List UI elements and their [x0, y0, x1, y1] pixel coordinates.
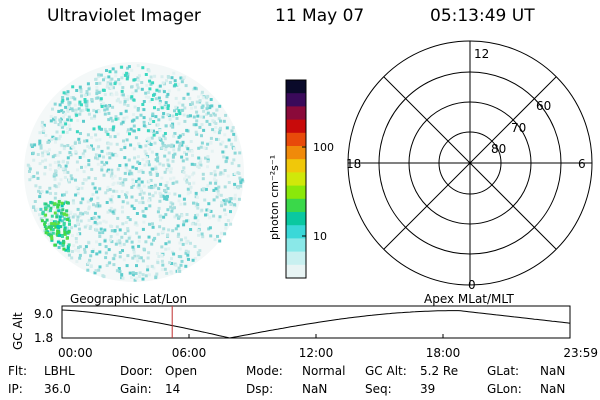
status-value: 36.0 — [44, 382, 71, 396]
colorbar-swatch — [286, 93, 306, 107]
timeline-yaxis-label: GC Alt — [11, 312, 25, 350]
status-value: NaN — [302, 382, 328, 396]
lat-label-60: 60 — [536, 99, 551, 113]
y-tick-1-8: 1.8 — [34, 331, 53, 345]
timeline-frame — [61, 305, 571, 339]
status-value: 39 — [420, 382, 436, 396]
date-label: 11 May 07 — [275, 6, 365, 26]
colorbar-swatch — [286, 146, 306, 160]
colorbar-swatch — [286, 80, 306, 94]
polar-axis-diag2 — [383, 76, 557, 250]
colorbar-label: photon cm⁻²s⁻¹ — [268, 155, 281, 240]
mlt-label-6: 6 — [578, 157, 586, 171]
status-label: GLon: — [487, 382, 522, 396]
x-tick-label: 23:59 — [563, 346, 598, 360]
lat-label-70: 70 — [511, 121, 526, 135]
colorbar-frame — [285, 79, 307, 279]
colorbar-tick-10: 10 — [313, 230, 327, 243]
colorbar-swatch — [286, 159, 306, 173]
x-tick-label: 18:00 — [426, 346, 461, 360]
colorbar: 100 10 photon cm⁻²s⁻¹ — [268, 79, 334, 279]
uv-image-panel — [24, 62, 245, 282]
altitude-curve — [61, 309, 571, 339]
colorbar-swatch — [286, 132, 306, 147]
timeline-panel: Geographic Lat/Lon Apex MLat/MLT GC Alt … — [11, 292, 598, 360]
status-label: GLat: — [487, 364, 520, 378]
status-label: Dsp: — [246, 382, 274, 396]
status-label: Flt: — [8, 364, 27, 378]
time-label: 05:13:49 UT — [430, 6, 535, 26]
app-title: Ultraviolet Imager — [47, 6, 201, 26]
colorbar-swatch — [286, 238, 306, 253]
x-tick-label: 00:00 — [58, 346, 93, 360]
colorbar-swatch — [286, 185, 306, 200]
status-value: NaN — [540, 364, 566, 378]
x-tick-label: 06:00 — [172, 346, 207, 360]
colorbar-swatch — [286, 212, 306, 226]
colorbar-swatch — [286, 198, 306, 213]
status-label: IP: — [8, 382, 23, 396]
x-tick-label: 12:00 — [299, 346, 334, 360]
status-value: LBHL — [44, 364, 75, 378]
colorbar-swatch — [286, 251, 306, 266]
status-value: Normal — [302, 364, 346, 378]
colorbar-tick-100: 100 — [313, 141, 334, 154]
lat-label-80: 80 — [491, 142, 506, 156]
colorbar-swatch — [286, 172, 306, 187]
status-label: Gain: — [120, 382, 152, 396]
status-label: Mode: — [246, 364, 283, 378]
colorbar-swatch — [286, 119, 306, 134]
image-speckles — [26, 64, 245, 282]
polar-grid — [347, 40, 593, 286]
mlt-label-0: 0 — [468, 278, 476, 292]
y-tick-9: 9.0 — [34, 307, 53, 321]
status-value: NaN — [540, 382, 566, 396]
status-label: GC Alt: — [365, 364, 407, 378]
colorbar-swatch — [286, 264, 306, 279]
status-label: Door: — [120, 364, 153, 378]
status-value: Open — [165, 364, 198, 378]
colorbar-swatch — [286, 225, 306, 239]
status-label: Seq: — [365, 382, 392, 396]
status-value: 14 — [165, 382, 181, 396]
timeline-apex-label: Apex MLat/MLT — [424, 292, 514, 306]
timeline-geo-label: Geographic Lat/Lon — [70, 292, 187, 306]
colorbar-swatch — [286, 106, 306, 121]
mlt-label-18: 18 — [346, 157, 361, 171]
mlt-label-12: 12 — [474, 47, 489, 61]
status-value: 5.2 Re — [420, 364, 459, 378]
